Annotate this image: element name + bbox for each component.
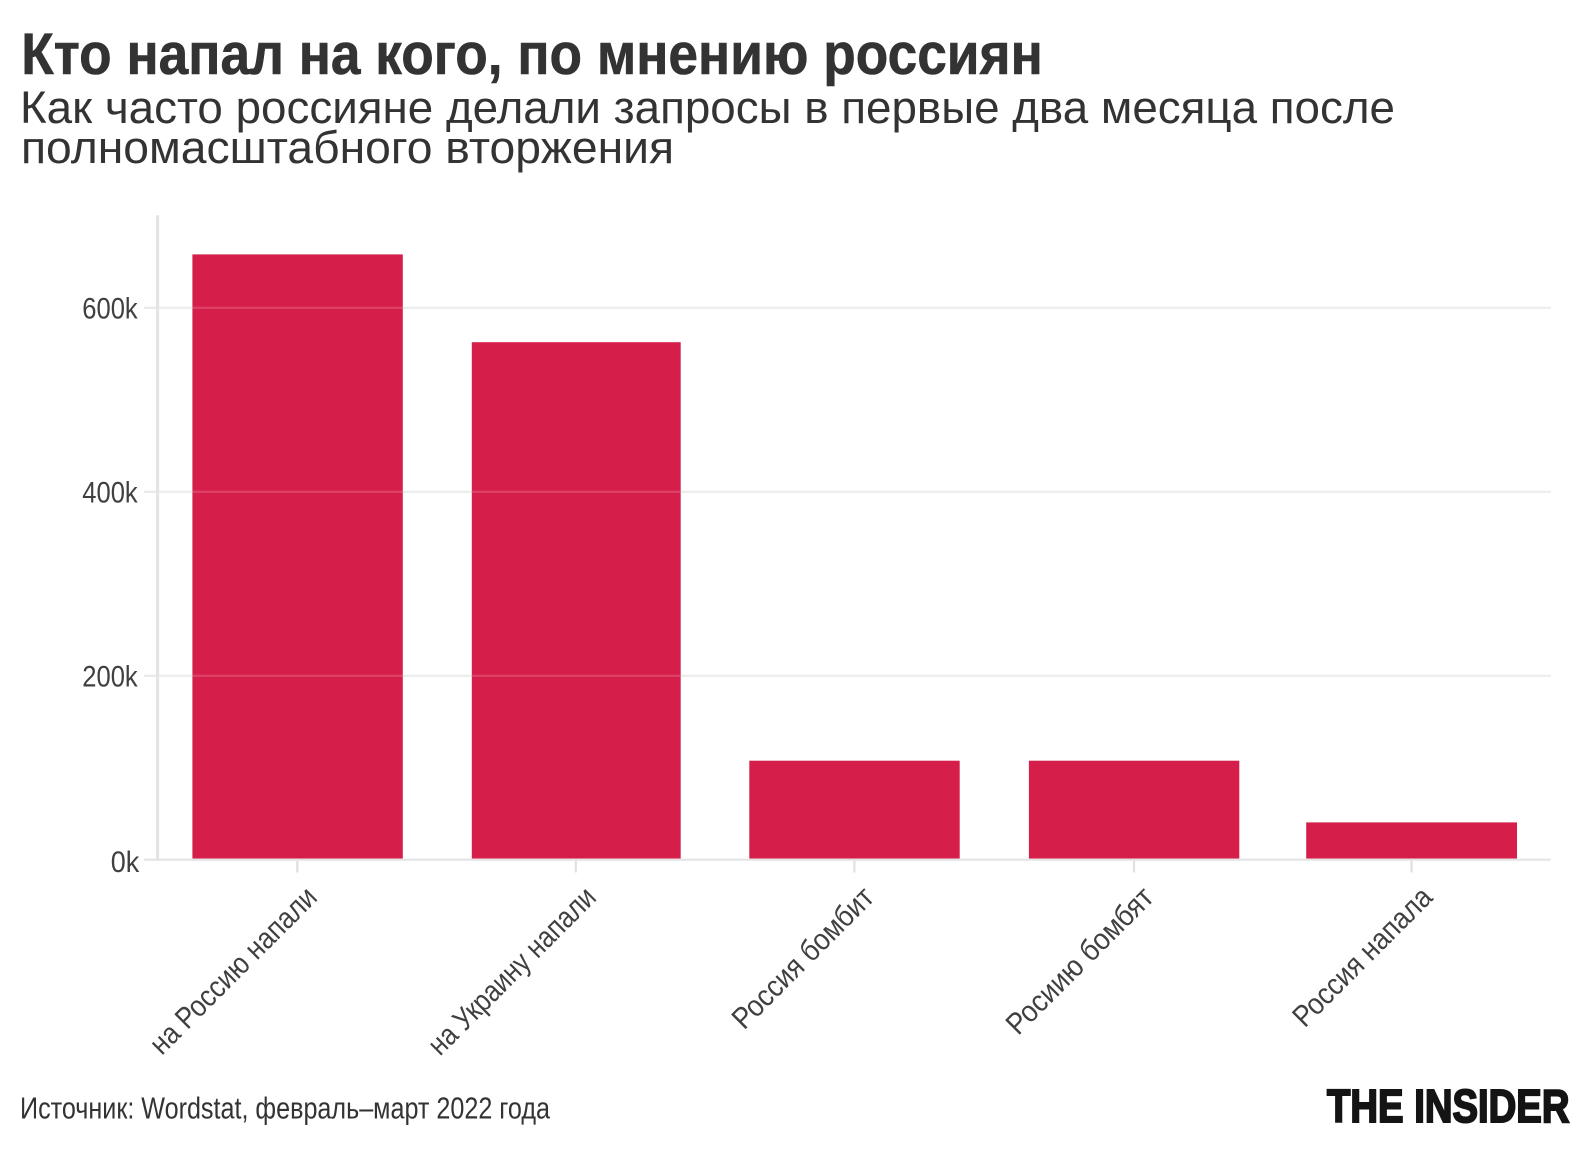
svg-text:0k: 0k	[111, 846, 140, 879]
svg-text:Как часто россияне делали запр: Как часто россияне делали запросы в перв…	[20, 82, 1395, 133]
svg-text:600k: 600k	[82, 293, 138, 326]
svg-text:THE INSIDER: THE INSIDER	[1327, 1080, 1570, 1132]
svg-text:полномасштабного вторжения: полномасштабного вторжения	[21, 122, 674, 173]
svg-text:200k: 200k	[82, 661, 138, 694]
svg-text:Источник: Wordstat, февраль–ма: Источник: Wordstat, февраль–март 2022 го…	[20, 1090, 551, 1125]
svg-text:400k: 400k	[82, 477, 138, 510]
svg-text:Кто напал на кого, по мнению р: Кто напал на кого, по мнению россиян	[21, 22, 1043, 87]
